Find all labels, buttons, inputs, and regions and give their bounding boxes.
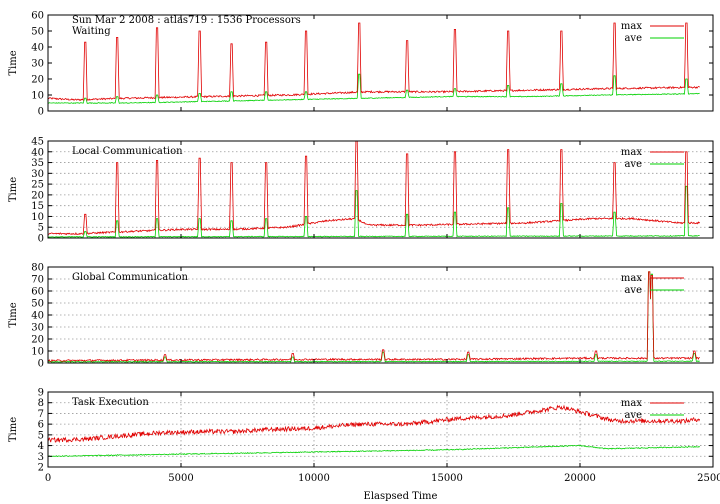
series-max-line: [48, 141, 701, 236]
x-tick-label: 25000: [697, 473, 720, 484]
y-tick-label: 7: [38, 409, 44, 420]
y-tick-label: 10: [31, 212, 44, 223]
y-tick-label: 35: [31, 158, 44, 169]
y-tick-label: 0: [38, 234, 44, 245]
y-tick-label: 8: [38, 398, 44, 409]
y-tick-label: 9: [38, 388, 44, 399]
x-tick-label: 20000: [564, 473, 596, 484]
legend-label-max: max: [621, 398, 642, 409]
plot-frame: [47, 140, 714, 239]
y-axis-label: Time: [8, 417, 19, 442]
x-axis-label: Elaspsed Time: [364, 491, 438, 502]
y-tick-label: 50: [31, 299, 44, 310]
series-max-line: [48, 404, 701, 444]
y-axis-label: Time: [8, 177, 19, 202]
y-tick-label: 4: [38, 441, 44, 452]
y-tick-label: 5: [38, 223, 44, 234]
y-tick-label: 0: [38, 107, 44, 118]
figure-header: Sun Mar 2 2008 : atlas719 : 1536 Process…: [72, 15, 301, 26]
y-tick-label: 2: [38, 463, 44, 474]
panel-title: Global Communication: [72, 272, 188, 283]
y-tick-label: 30: [31, 323, 44, 334]
y-tick-label: 20: [31, 75, 44, 86]
y-tick-label: 10: [31, 347, 44, 358]
legend-label-ave: ave: [624, 410, 642, 421]
x-tick-label: 15000: [431, 473, 463, 484]
y-axis-label: Time: [8, 302, 19, 327]
y-tick-label: 50: [31, 27, 44, 38]
y-tick-label: 40: [31, 147, 44, 158]
series-ave-line: [48, 444, 700, 457]
legend-label-max: max: [621, 21, 642, 32]
y-tick-label: 5: [38, 430, 44, 441]
y-tick-label: 3: [38, 452, 44, 463]
y-axis-label: Time: [8, 50, 19, 75]
y-tick-label: 40: [31, 43, 44, 54]
y-tick-label: 6: [38, 420, 44, 431]
series-max-line: [48, 22, 700, 102]
series-ave-line: [48, 271, 700, 363]
y-tick-label: 0: [38, 359, 44, 370]
plot-frame: [47, 391, 714, 468]
y-tick-label: 80: [31, 263, 44, 274]
y-tick-label: 25: [31, 180, 44, 191]
x-tick-label: 0: [45, 473, 51, 484]
y-tick-label: 10: [31, 91, 44, 102]
y-tick-label: 40: [31, 311, 44, 322]
y-tick-label: 30: [31, 169, 44, 180]
legend-label-ave: ave: [624, 33, 642, 44]
y-tick-label: 70: [31, 275, 44, 286]
panel-title: Local Communication: [72, 146, 183, 157]
y-tick-label: 20: [31, 190, 44, 201]
legend-label-max: max: [621, 273, 642, 284]
series-ave-line: [48, 185, 700, 238]
panel-title: Task Execution: [72, 397, 149, 408]
y-tick-label: 20: [31, 335, 44, 346]
y-tick-label: 15: [31, 201, 44, 212]
y-tick-label: 60: [31, 287, 44, 298]
legend-label-ave: ave: [624, 285, 642, 296]
legend-label-ave: ave: [624, 159, 642, 170]
panel-title: Waiting: [72, 26, 111, 37]
series-max-line: [48, 271, 700, 362]
series-ave-line: [48, 73, 700, 104]
x-tick-label: 5000: [168, 473, 193, 484]
y-tick-label: 60: [31, 11, 44, 22]
y-tick-label: 30: [31, 59, 44, 70]
legend-label-max: max: [621, 147, 642, 158]
y-tick-label: 45: [31, 137, 44, 148]
x-tick-label: 10000: [298, 473, 330, 484]
